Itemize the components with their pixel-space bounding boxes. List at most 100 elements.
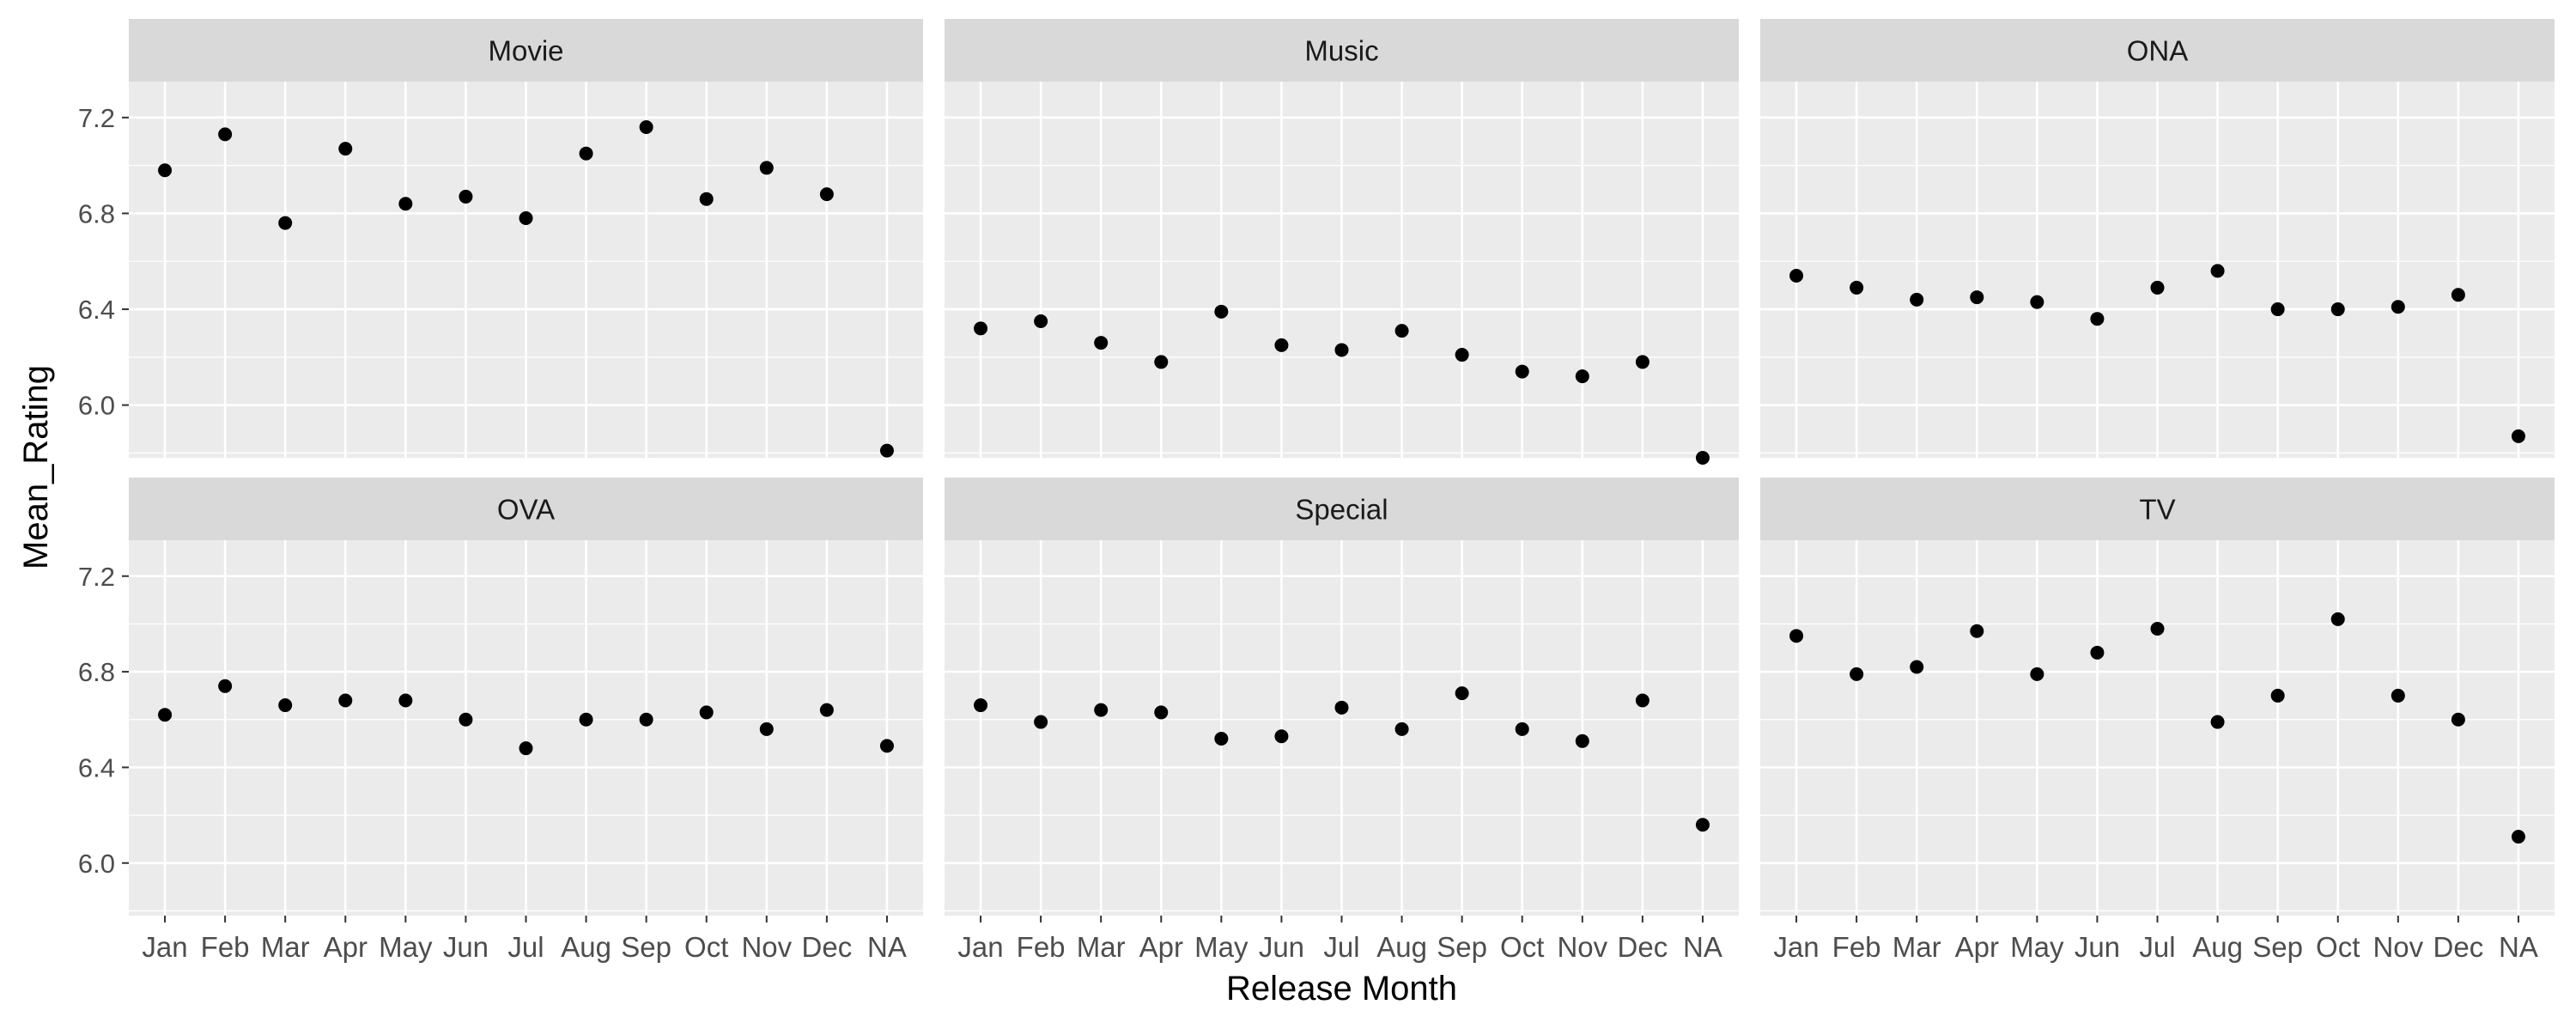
- data-point: [699, 705, 714, 720]
- facet-title: Movie: [488, 35, 563, 67]
- x-tick-label: May: [379, 931, 433, 963]
- y-tick-label: 7.2: [78, 562, 115, 592]
- facet-strip: [945, 478, 1739, 540]
- data-point: [1910, 292, 1924, 307]
- data-point: [579, 146, 593, 161]
- data-point: [1850, 667, 1864, 681]
- x-tick-label: Oct: [684, 931, 728, 963]
- data-point: [639, 120, 653, 135]
- data-point: [158, 708, 173, 722]
- x-tick-label: Oct: [2316, 931, 2360, 963]
- y-tick-label: 6.8: [78, 657, 115, 687]
- x-tick-label: NA: [867, 931, 907, 963]
- x-tick-label: NA: [1683, 931, 1722, 963]
- x-tick-label: NA: [2499, 931, 2538, 963]
- data-point: [1334, 700, 1349, 715]
- x-tick-label: Jan: [142, 931, 187, 963]
- x-tick-label: Feb: [1832, 931, 1881, 963]
- x-tick-label: Jul: [507, 931, 544, 963]
- data-point: [1154, 355, 1169, 369]
- data-point: [2330, 612, 2345, 626]
- data-point: [1274, 338, 1289, 352]
- x-tick-label: Apr: [1955, 931, 1999, 963]
- data-point: [1575, 734, 1589, 748]
- x-tick-label: Aug: [2192, 931, 2243, 963]
- data-point: [1695, 451, 1710, 465]
- facet-strip: [129, 478, 923, 540]
- x-tick-label: Jan: [1773, 931, 1819, 963]
- x-tick-label: Apr: [1139, 931, 1183, 963]
- y-tick-label: 6.8: [78, 198, 115, 228]
- data-point: [1970, 624, 1984, 638]
- facet-title: TV: [2139, 494, 2175, 526]
- x-tick-label: Jan: [957, 931, 1003, 963]
- x-tick-label: May: [1194, 931, 1249, 963]
- data-point: [1034, 715, 1048, 729]
- data-point: [1274, 729, 1289, 744]
- data-point: [2511, 429, 2525, 443]
- x-tick-label: Dec: [1618, 931, 1668, 963]
- data-point: [579, 712, 593, 727]
- data-point: [2391, 300, 2405, 314]
- data-point: [1970, 290, 1984, 305]
- data-point: [519, 741, 533, 756]
- data-point: [2150, 280, 2165, 295]
- x-tick-label: Dec: [2433, 931, 2484, 963]
- data-point: [2270, 688, 2285, 703]
- y-tick-label: 6.0: [78, 391, 115, 421]
- data-point: [639, 712, 653, 727]
- y-tick-label: 6.4: [78, 752, 115, 782]
- x-tick-label: Sep: [2252, 931, 2303, 963]
- x-tick-label: Jun: [1259, 931, 1304, 963]
- facet-strip: [1760, 478, 2555, 540]
- x-tick-label: Nov: [1557, 931, 1607, 963]
- facet-title: Special: [1295, 494, 1388, 526]
- data-point: [2210, 264, 2225, 278]
- data-point: [2451, 712, 2465, 727]
- x-tick-label: Sep: [1437, 931, 1487, 963]
- x-tick-label: May: [2010, 931, 2064, 963]
- data-point: [1515, 721, 1529, 736]
- data-point: [759, 161, 774, 175]
- x-tick-label: Nov: [741, 931, 792, 963]
- x-tick-label: Nov: [2372, 931, 2423, 963]
- data-point: [1789, 268, 1804, 283]
- data-point: [1334, 343, 1349, 357]
- data-point: [459, 712, 473, 727]
- data-point: [1455, 348, 1469, 362]
- data-point: [2210, 715, 2225, 729]
- data-point: [819, 703, 834, 717]
- data-point: [1394, 324, 1409, 338]
- facet-strip: [945, 19, 1739, 82]
- y-tick-label: 7.2: [78, 103, 115, 133]
- data-point: [278, 698, 293, 713]
- data-point: [1034, 314, 1048, 328]
- data-point: [1094, 703, 1109, 717]
- data-point: [459, 189, 473, 204]
- x-tick-label: Feb: [1017, 931, 1066, 963]
- x-tick-label: Feb: [201, 931, 250, 963]
- data-point: [974, 321, 988, 336]
- data-point: [1214, 304, 1229, 319]
- data-point: [759, 721, 774, 736]
- data-point: [338, 142, 353, 156]
- data-point: [218, 679, 233, 693]
- data-point: [1789, 629, 1804, 643]
- x-tick-label: Aug: [561, 931, 611, 963]
- x-tick-label: Oct: [1500, 931, 1544, 963]
- data-point: [819, 187, 834, 202]
- x-tick-label: Sep: [621, 931, 671, 963]
- data-point: [2451, 288, 2465, 302]
- data-point: [1695, 818, 1710, 832]
- y-axis-title: Mean_Rating: [17, 365, 55, 569]
- data-point: [1394, 721, 1409, 736]
- x-axis-title: Release Month: [1226, 970, 1457, 1008]
- data-point: [1635, 693, 1649, 708]
- data-point: [2391, 688, 2405, 703]
- x-tick-label: Dec: [802, 931, 853, 963]
- data-point: [2150, 621, 2165, 636]
- data-point: [1850, 280, 1864, 295]
- data-point: [879, 739, 894, 753]
- data-point: [398, 693, 413, 708]
- data-point: [974, 698, 988, 713]
